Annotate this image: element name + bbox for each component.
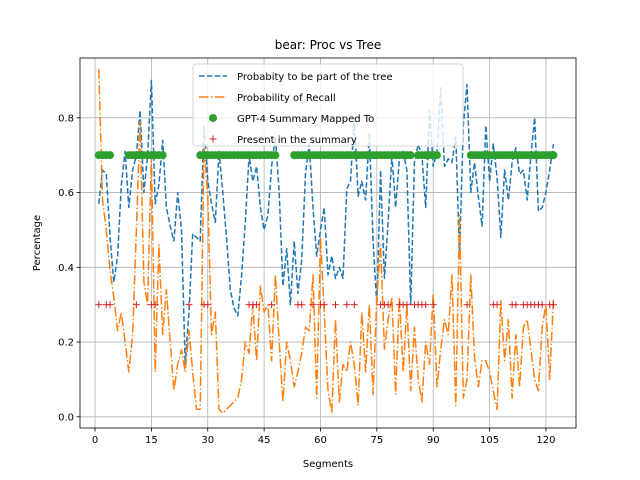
present-marker: [512, 301, 520, 309]
legend-box: [192, 63, 464, 147]
x-tick-label: 120: [536, 435, 555, 446]
summary-point: [549, 151, 558, 160]
y-tick-label: 0.6: [58, 188, 74, 199]
x-tick-label: 90: [427, 435, 440, 446]
legend-label-present: Present in the summary: [237, 135, 357, 146]
y-axis-label: Percentage: [32, 215, 43, 271]
present-marker: [538, 301, 546, 309]
chart-title: bear: Proc vs Tree: [275, 38, 382, 52]
legend-swatch-summary: [209, 114, 217, 122]
legend-label-recall: Probability of Recall: [237, 93, 336, 104]
present-marker: [106, 301, 114, 309]
present-marker: [350, 301, 358, 309]
present-marker: [298, 301, 306, 309]
x-tick-label: 30: [201, 435, 214, 446]
y-tick-label: 0.0: [58, 412, 74, 423]
present-marker: [185, 301, 193, 309]
y-tick-label: 0.8: [58, 113, 74, 124]
present-marker: [549, 301, 557, 309]
present-marker: [204, 301, 212, 309]
legend-label-tree: Probabity to be part of the tree: [237, 72, 393, 83]
present-marker: [151, 301, 159, 309]
present-marker: [309, 301, 317, 309]
legend: Probabity to be part of the tree Probabi…: [192, 63, 464, 147]
x-tick-label: 0: [92, 435, 98, 446]
present-marker: [332, 301, 340, 309]
present-marker: [95, 301, 103, 309]
ticks: 0 15 30 45 60 75 90 105 120 0.0 0.2 0.4 0.6 0.8: [58, 113, 555, 446]
present-marker: [320, 301, 328, 309]
series-line-recall: [98, 69, 555, 414]
present-marker: [268, 301, 276, 309]
y-tick-label: 0.2: [58, 338, 74, 349]
present-marker: [493, 301, 501, 309]
series-line-tree: [98, 79, 555, 366]
x-axis-label: Segments: [303, 459, 353, 470]
x-tick-label: 105: [480, 435, 499, 446]
x-tick-label: 60: [314, 435, 327, 446]
summary-point: [271, 151, 280, 160]
summary-point: [406, 151, 415, 160]
legend-swatch-present: [209, 135, 217, 143]
legend-label-summary: GPT-4 Summary Mapped To: [237, 114, 374, 125]
present-marker: [253, 301, 261, 309]
series-layer: [94, 69, 558, 414]
y-tick-label: 0.4: [58, 263, 74, 274]
present-marker: [403, 301, 411, 309]
present-marker: [429, 301, 437, 309]
present-marker: [343, 301, 351, 309]
present-marker: [384, 301, 392, 309]
present-marker: [463, 301, 471, 309]
summary-point: [432, 151, 441, 160]
plot-frame: [79, 57, 577, 429]
summary-point: [158, 151, 167, 160]
x-tick-label: 75: [370, 435, 383, 446]
present-marker: [422, 301, 430, 309]
summary-point: [106, 151, 115, 160]
x-tick-label: 45: [258, 435, 271, 446]
x-tick-label: 15: [145, 435, 158, 446]
present-marker: [132, 301, 140, 309]
